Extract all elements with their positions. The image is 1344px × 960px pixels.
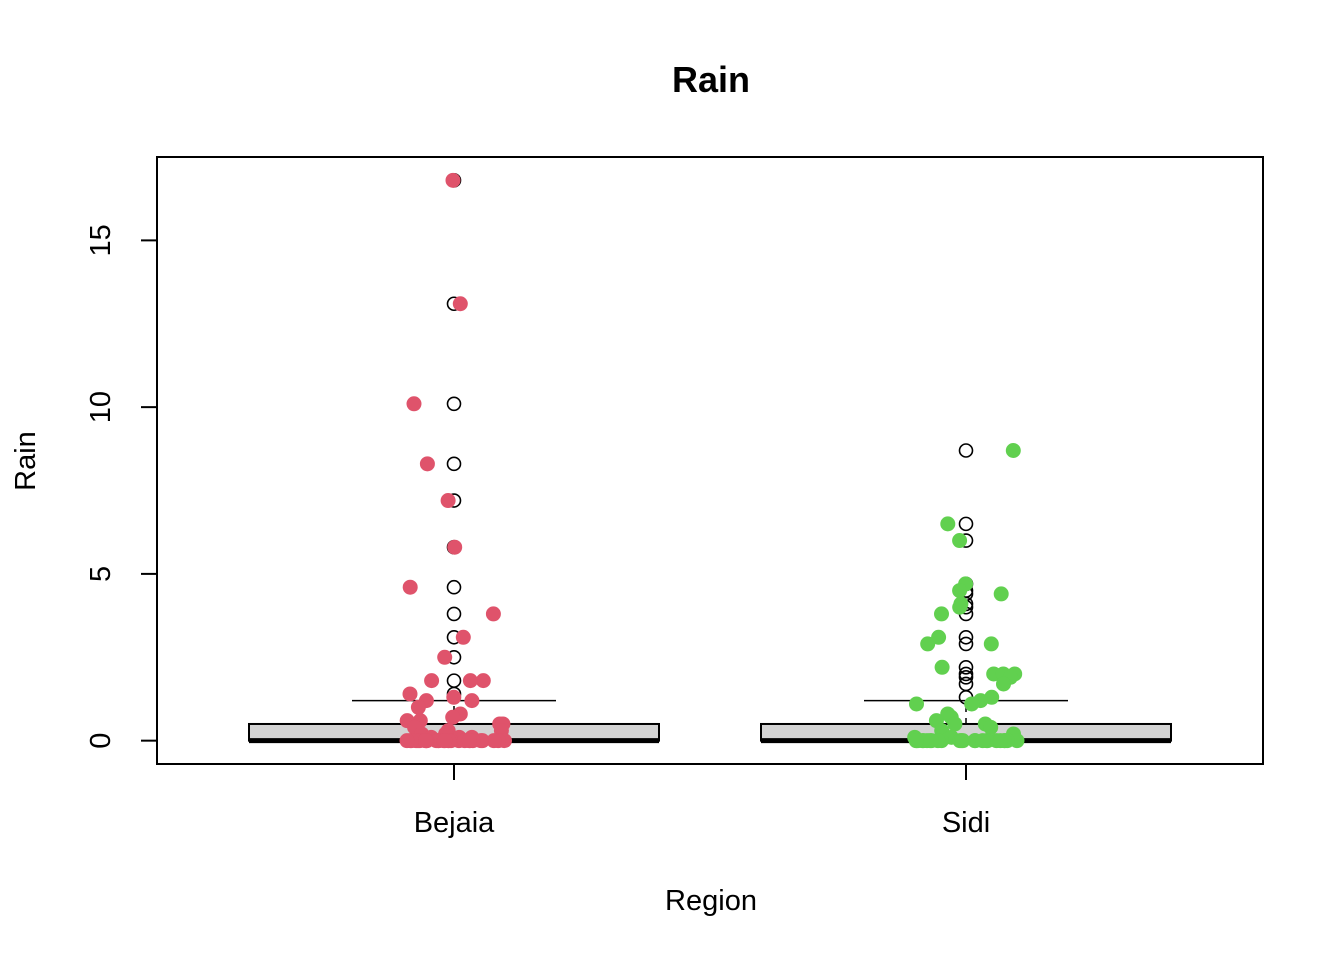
y-tick-label: 10: [85, 391, 117, 423]
outlier-point: [958, 666, 974, 682]
y-tick-label: 0: [85, 733, 117, 749]
data-point: [952, 533, 968, 549]
data-point: [940, 516, 956, 532]
data-point: [975, 733, 991, 749]
data-point: [424, 673, 440, 689]
data-point: [908, 733, 924, 749]
data-point: [440, 493, 456, 509]
x-tick-label: Sidi: [942, 807, 990, 839]
plot-frame: [156, 156, 1264, 765]
data-point: [931, 629, 947, 645]
data-point: [446, 689, 462, 705]
outlier-point: [446, 579, 462, 595]
data-point: [486, 733, 502, 749]
x-tick-label: Bejaia: [414, 807, 495, 839]
data-point: [455, 629, 471, 645]
data-point: [447, 539, 463, 555]
data-point: [399, 733, 415, 749]
plot-layer: [248, 172, 1172, 749]
outlier-point: [958, 669, 974, 685]
data-point: [402, 579, 418, 595]
data-point: [1005, 442, 1021, 458]
data-point: [445, 709, 461, 725]
data-point: [952, 583, 968, 599]
data-point: [947, 716, 963, 732]
data-point: [952, 599, 968, 615]
x-axis-label: Region: [665, 885, 757, 917]
data-point: [475, 673, 491, 689]
data-point: [964, 696, 980, 712]
outlier-point: [446, 396, 462, 412]
data-point: [402, 686, 418, 702]
chart-title: Rain: [672, 59, 750, 100]
outlier-point: [958, 636, 974, 652]
data-point: [992, 733, 1008, 749]
points-sidi: [907, 442, 1025, 749]
data-point: [983, 719, 999, 735]
data-point: [417, 733, 433, 749]
data-point: [437, 649, 453, 665]
outlier-point: [958, 443, 974, 458]
data-point: [996, 676, 1011, 692]
data-point: [934, 659, 950, 675]
y-tick-label: 5: [85, 566, 117, 582]
outlier-point: [958, 659, 974, 675]
points-bejaia: [399, 172, 512, 749]
data-point: [410, 699, 426, 715]
data-point: [485, 606, 501, 622]
data-point: [955, 733, 971, 749]
outlier-point: [958, 629, 974, 645]
data-point: [419, 456, 435, 472]
data-point: [464, 693, 480, 709]
box-bejaia: [248, 173, 660, 744]
data-point: [993, 586, 1009, 602]
data-point: [462, 673, 478, 689]
data-point: [461, 733, 477, 749]
data-point: [437, 733, 453, 749]
data-point: [934, 606, 949, 622]
y-axis-label: Rain: [10, 431, 42, 491]
data-point: [983, 636, 999, 652]
outlier-point: [446, 606, 462, 622]
outlier-point: [446, 673, 462, 688]
outlier-point: [446, 456, 462, 472]
data-point: [909, 696, 924, 712]
data-point: [452, 296, 468, 312]
outlier-point: [958, 516, 974, 532]
y-tick-label: 15: [85, 224, 117, 256]
data-point: [920, 636, 936, 652]
data-point: [406, 396, 422, 412]
data-point: [445, 172, 461, 188]
